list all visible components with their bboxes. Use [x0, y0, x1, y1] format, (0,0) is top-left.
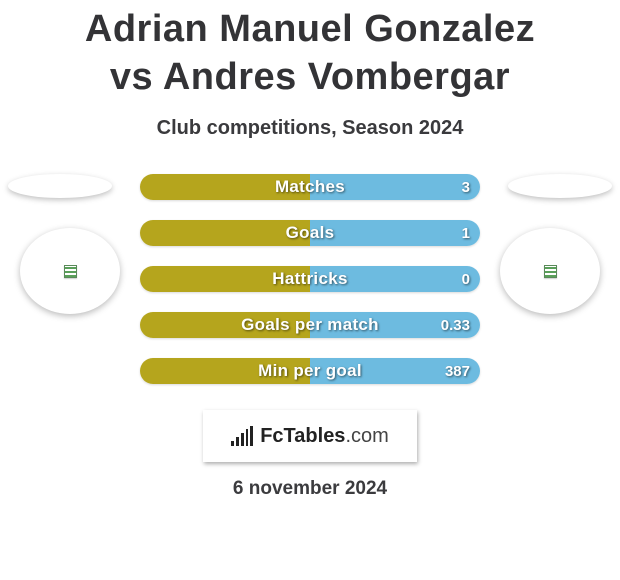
- page-title: Adrian Manuel Gonzalez vs Andres Vomberg…: [0, 0, 620, 101]
- stat-label: Hattricks: [140, 266, 480, 292]
- stat-row: Goals per match0.33: [140, 312, 480, 338]
- player-left-avatar: [20, 228, 120, 314]
- stat-value-right: 1: [462, 220, 470, 246]
- stat-label: Goals per match: [140, 312, 480, 338]
- flag-icon: [544, 265, 557, 278]
- stat-label: Matches: [140, 174, 480, 200]
- stat-value-right: 0.33: [441, 312, 470, 338]
- player-right-name-pill: [508, 174, 612, 198]
- stat-row: Hattricks0: [140, 266, 480, 292]
- bar-chart-icon: [231, 426, 253, 446]
- stat-value-right: 0: [462, 266, 470, 292]
- player-right-avatar: [500, 228, 600, 314]
- stat-row: Goals1: [140, 220, 480, 246]
- brand-logo: FcTables.com: [203, 410, 417, 462]
- player-left-name-pill: [8, 174, 112, 198]
- stat-value-right: 387: [445, 358, 470, 384]
- flag-icon: [64, 265, 77, 278]
- stat-bars: Matches3Goals1Hattricks0Goals per match0…: [140, 174, 480, 404]
- stat-label: Goals: [140, 220, 480, 246]
- stat-label: Min per goal: [140, 358, 480, 384]
- comparison-panel: Matches3Goals1Hattricks0Goals per match0…: [0, 174, 620, 404]
- stat-value-right: 3: [462, 174, 470, 200]
- brand-text: FcTables.com: [260, 425, 389, 448]
- stat-row: Min per goal387: [140, 358, 480, 384]
- subtitle: Club competitions, Season 2024: [0, 117, 620, 140]
- date-text: 6 november 2024: [0, 478, 620, 500]
- stat-row: Matches3: [140, 174, 480, 200]
